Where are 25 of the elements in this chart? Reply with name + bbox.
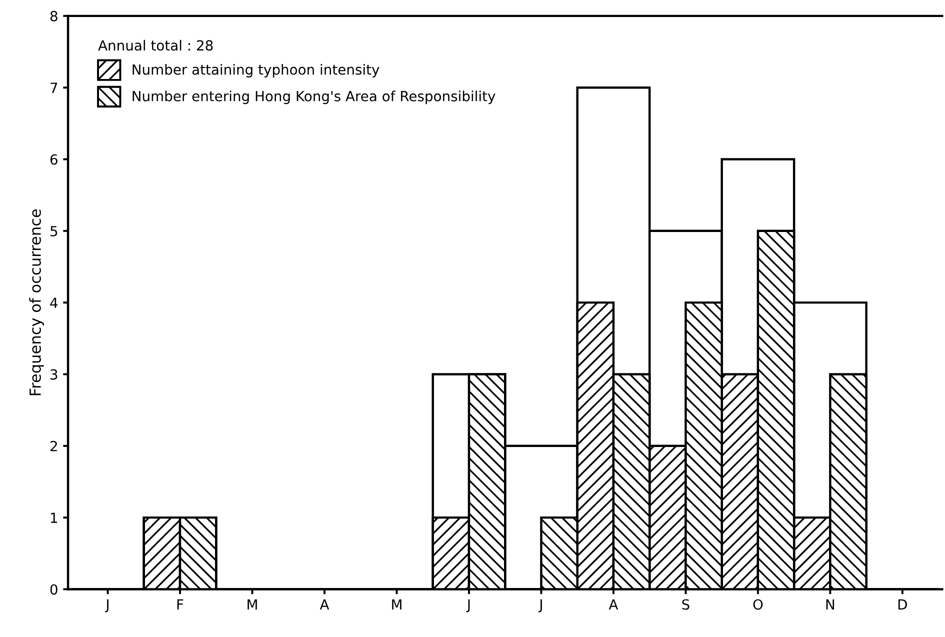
y-tick-label: 8 xyxy=(50,10,58,22)
x-tick-label: A xyxy=(608,599,618,610)
x-tick-label: O xyxy=(753,599,763,610)
x-tick-label: J xyxy=(105,599,108,612)
x-tick-label: S xyxy=(682,599,690,610)
y-tick-label: 2 xyxy=(50,440,57,452)
y-tick-label: 3 xyxy=(50,369,58,380)
legend-title: Annual total : 28 xyxy=(98,40,213,51)
y-tick-label: 0 xyxy=(50,584,58,595)
x-tick-label: A xyxy=(320,599,330,610)
y-tick-label: 4 xyxy=(50,298,58,308)
y-tick-label: 6 xyxy=(50,154,58,165)
y-tick-label: 5 xyxy=(50,226,58,236)
x-tick-label: N xyxy=(826,599,834,610)
y-tick-label: 1 xyxy=(51,512,58,523)
x-tick-label: F xyxy=(177,599,184,610)
x-tick-label: J xyxy=(538,599,542,612)
y-axis-title: Frequency of occurrence xyxy=(29,209,44,396)
x-tick-label: D xyxy=(898,599,907,610)
y-tick-label: 7 xyxy=(50,82,58,93)
x-tick-label: J xyxy=(466,599,470,612)
x-tick-label: M xyxy=(248,599,257,610)
legend-label: Number attaining typhoon intensity xyxy=(132,64,380,78)
legend-label: Number entering Hong Kong's Area of Responsibility xyxy=(132,90,496,104)
x-tick-label: M xyxy=(392,599,402,610)
